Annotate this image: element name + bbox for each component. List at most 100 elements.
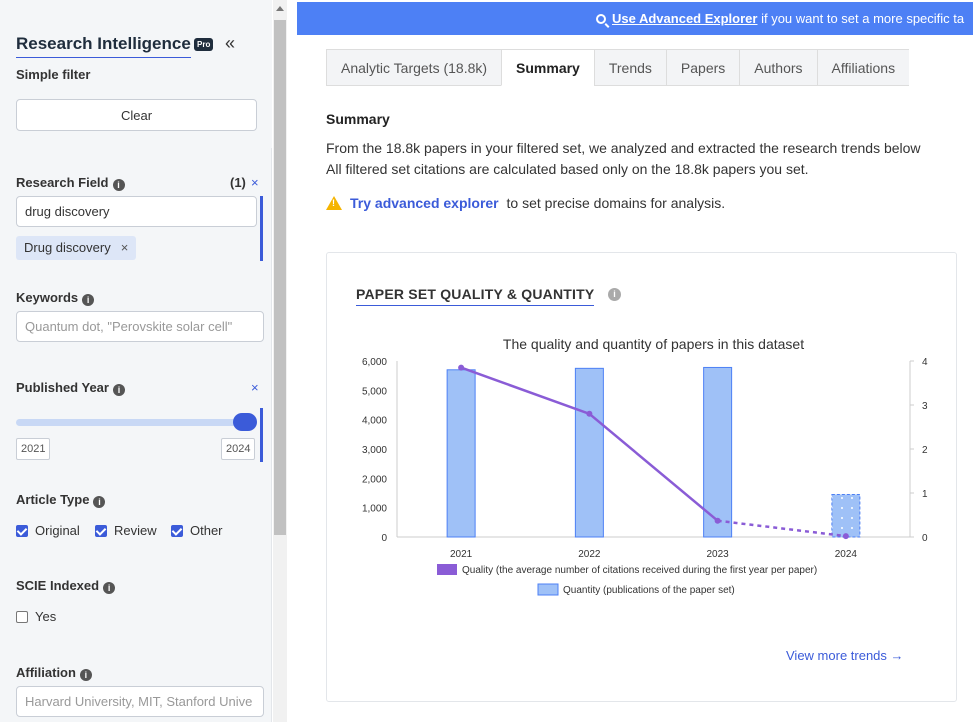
x-tick-label: 2021 (450, 549, 473, 560)
app-title: Research Intelligence (16, 34, 191, 58)
keywords-heading: Keywords i (16, 290, 95, 306)
y-right-tick-label: 3 (922, 401, 928, 412)
checkbox-checked-icon[interactable] (95, 524, 107, 537)
info-icon[interactable]: i (93, 496, 106, 508)
checkbox-label: Original (35, 523, 80, 538)
keywords-label: Keywords (16, 290, 79, 305)
scie-indexed-heading: SCIE Indexed i (16, 578, 116, 594)
y-left-tick-label: 2,000 (362, 474, 387, 485)
affiliation-input[interactable]: Harvard University, MIT, Stanford Unive (16, 686, 264, 717)
research-field-input[interactable]: drug discovery (16, 196, 257, 227)
quality-line-projected (717, 519, 847, 538)
x-tick-label: 2023 (707, 549, 730, 560)
quality-quantity-card: PAPER SET QUALITY & QUANTITY i The quali… (326, 252, 957, 702)
tab-affiliations[interactable]: Affiliations (816, 49, 910, 86)
y-left-tick-label: 3,000 (362, 445, 387, 456)
checkbox-label: Review (114, 523, 157, 538)
clear-research-field-icon[interactable]: × (251, 175, 259, 190)
quality-point (714, 517, 721, 524)
year-end-box[interactable]: 2024 (221, 438, 256, 460)
x-tick-label: 2024 (835, 549, 858, 560)
legend-quantity-label: Quantity (publications of the paper set) (563, 585, 735, 596)
keywords-input[interactable]: Quantum dot, "Perovskite solar cell" (16, 311, 264, 342)
year-slider-handle[interactable] (233, 413, 257, 431)
checkbox-scie-yes[interactable]: Yes (16, 609, 56, 624)
research-field-label: Research Field (16, 175, 109, 190)
research-field-heading: Research Field i (16, 175, 125, 191)
view-more-trends-link[interactable]: View more trends → (786, 648, 904, 663)
y-left-tick-label: 0 (381, 533, 387, 544)
tab-bar: Analytic Targets (18.8k) Summary Trends … (326, 49, 910, 86)
checkbox-original[interactable]: Original (16, 523, 80, 538)
checkbox-unchecked-icon[interactable] (16, 610, 28, 623)
y-left-tick-label: 5,000 (362, 386, 387, 397)
advanced-explorer-banner: Use Advanced Explorer if you want to set… (297, 2, 973, 35)
active-filter-indicator (260, 196, 263, 261)
y-right-tick-label: 1 (922, 489, 928, 500)
research-field-count: (1) (230, 175, 246, 190)
year-start-box[interactable]: 2021 (16, 438, 51, 460)
checkbox-checked-icon[interactable] (16, 524, 28, 537)
published-year-label: Published Year (16, 380, 109, 395)
summary-title: Summary (326, 111, 390, 127)
summary-line-2: All filtered set citations are calculate… (326, 161, 809, 177)
x-tick-label: 2022 (578, 549, 601, 560)
legend-quantity-swatch (537, 583, 559, 596)
remove-tag-icon[interactable]: × (120, 240, 129, 255)
scie-indexed-label: SCIE Indexed (16, 578, 100, 593)
tab-trends[interactable]: Trends (593, 49, 666, 86)
checkbox-label: Other (190, 523, 223, 538)
tag-label: Drug discovery (24, 240, 111, 255)
quantity-bar (574, 367, 604, 538)
summary-line-1: From the 18.8k papers in your filtered s… (326, 140, 921, 156)
checkbox-label: Yes (35, 609, 57, 624)
clear-button[interactable]: Clear (16, 99, 257, 131)
chart-title: The quality and quantity of papers in th… (503, 336, 804, 352)
banner-text: if you want to set a more specific ta (757, 11, 965, 26)
advanced-explorer-hint: Try advanced explorer to set precise dom… (326, 195, 725, 211)
clear-year-icon[interactable]: × (251, 380, 259, 395)
info-icon[interactable]: i (82, 294, 95, 306)
info-icon[interactable]: i (103, 582, 116, 594)
affiliation-heading: Affiliation i (16, 665, 92, 681)
sidebar-header: Research Intelligence Pro « Simple filte… (0, 0, 272, 148)
advanced-explorer-link[interactable]: Use Advanced Explorer (612, 11, 758, 26)
banner-content: Use Advanced Explorer if you want to set… (596, 2, 964, 35)
y-left-tick-label: 1,000 (362, 504, 387, 515)
filter-sidebar: Research Intelligence Pro « Simple filte… (0, 0, 272, 722)
sidebar-scroll-thumb[interactable] (274, 20, 286, 535)
legend-quality-swatch (437, 564, 457, 575)
quality-point (842, 533, 849, 540)
quantity-bar (831, 493, 861, 538)
year-slider-track[interactable] (16, 419, 257, 426)
card-title: PAPER SET QUALITY & QUANTITY (356, 286, 595, 306)
quality-point (458, 364, 465, 371)
tab-papers[interactable]: Papers (665, 49, 740, 86)
checkbox-other[interactable]: Other (171, 523, 223, 538)
info-icon[interactable]: i (79, 669, 92, 681)
quality-point (586, 410, 593, 417)
article-type-label: Article Type (16, 492, 90, 507)
tab-authors[interactable]: Authors (739, 49, 817, 86)
hint-text: to set precise domains for analysis. (506, 195, 726, 211)
published-year-heading: Published Year i (16, 380, 125, 396)
info-icon[interactable]: i (112, 384, 125, 396)
info-icon[interactable]: i (608, 288, 621, 301)
legend-quality-label: Quality (the average number of citations… (462, 565, 817, 576)
tab-summary[interactable]: Summary (501, 49, 594, 86)
y-right-tick-label: 4 (922, 357, 928, 368)
y-left-tick-label: 6,000 (362, 357, 387, 368)
scroll-up-icon[interactable] (276, 6, 284, 11)
active-filter-indicator (260, 408, 263, 462)
collapse-sidebar-icon[interactable]: « (225, 33, 236, 53)
tab-analytic-targets[interactable]: Analytic Targets (18.8k) (326, 49, 502, 86)
simple-filter-label: Simple filter (16, 67, 91, 82)
y-left-tick-label: 4,000 (362, 416, 387, 427)
try-advanced-explorer-link[interactable]: Try advanced explorer (350, 195, 499, 211)
checkbox-review[interactable]: Review (95, 523, 157, 538)
y-right-tick-label: 0 (922, 533, 928, 544)
info-icon[interactable]: i (112, 179, 125, 191)
research-field-tag: Drug discovery × (16, 236, 137, 260)
checkbox-checked-icon[interactable] (171, 524, 183, 537)
